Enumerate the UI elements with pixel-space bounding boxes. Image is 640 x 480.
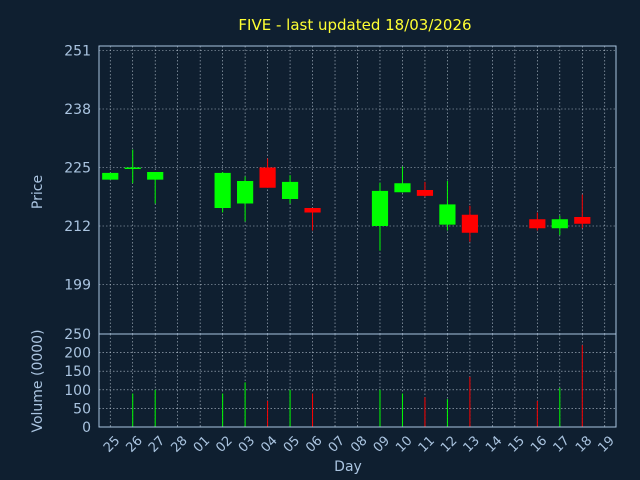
x-tick-label: 02 xyxy=(213,433,235,455)
x-tick-label: 26 xyxy=(123,433,145,455)
volume-axis-ticks: 250 200 150 100 50 0 xyxy=(64,327,91,436)
x-tick-label: 19 xyxy=(596,433,618,455)
x-tick-label: 18 xyxy=(573,433,595,455)
candle-body-26 xyxy=(124,167,141,169)
price-grid xyxy=(99,46,616,334)
volume-tick-label: 50 xyxy=(73,401,91,417)
candle-body-11 xyxy=(416,190,434,196)
volume-panel: 250 200 150 100 50 0 xyxy=(64,327,617,436)
volume-axis-label: Volume (0000) xyxy=(30,329,46,432)
x-tick-label: 04 xyxy=(258,433,280,455)
x-tick-label: 10 xyxy=(393,433,415,455)
x-tick-label: 11 xyxy=(416,433,438,455)
x-tick-label: 03 xyxy=(236,433,258,455)
x-tick-label: 05 xyxy=(281,433,303,455)
price-tick-label: 238 xyxy=(64,102,91,118)
candle-body-03 xyxy=(237,181,254,204)
x-tick-label: 09 xyxy=(371,433,393,455)
candle-body-25 xyxy=(102,172,119,180)
x-tick-label: 25 xyxy=(101,433,123,455)
candle-body-27 xyxy=(147,172,164,180)
x-tick-label: 08 xyxy=(348,433,370,455)
candle-body-16 xyxy=(529,219,546,229)
candle-body-10 xyxy=(394,183,411,193)
x-tick-label: 13 xyxy=(461,433,483,455)
x-axis-label: Day xyxy=(334,459,362,475)
volume-tick-label: 0 xyxy=(82,420,91,436)
x-tick-label: 12 xyxy=(438,433,460,455)
candle-body-09 xyxy=(371,190,389,226)
candle-body-06 xyxy=(304,208,321,213)
volume-bars-group xyxy=(132,345,583,427)
volume-tick-label: 200 xyxy=(64,346,91,362)
volume-tick-label: 150 xyxy=(64,364,91,380)
chart-title: FIVE - last updated 18/03/2026 xyxy=(238,16,471,34)
price-tick-label: 251 xyxy=(64,44,91,60)
volume-grid xyxy=(99,334,616,427)
price-tick-label: 212 xyxy=(64,219,91,235)
candle-body-13 xyxy=(461,214,478,233)
volume-tick-label: 250 xyxy=(64,327,91,343)
candle-body-17 xyxy=(551,219,568,229)
volume-panel-frame xyxy=(98,333,617,428)
x-tick-label: 01 xyxy=(191,433,213,455)
price-axis-ticks: 251 238 225 212 199 xyxy=(64,44,91,294)
x-tick-label: 06 xyxy=(303,433,325,455)
candle-body-12 xyxy=(439,204,456,225)
x-tick-label: 15 xyxy=(506,433,528,455)
price-panel: 251 238 225 212 199 xyxy=(64,44,617,335)
volume-tick-label: 100 xyxy=(64,383,91,399)
x-tick-label: 17 xyxy=(551,433,573,455)
price-tick-label: 225 xyxy=(64,161,91,177)
price-tick-label: 199 xyxy=(64,278,91,294)
candle-body-18 xyxy=(574,217,591,224)
x-tick-label: 27 xyxy=(146,433,168,455)
candles-group xyxy=(102,149,591,251)
x-tick-label: 28 xyxy=(168,433,190,455)
candle-body-04 xyxy=(259,167,276,188)
x-tick-label: 07 xyxy=(326,433,348,455)
x-tick-label: 14 xyxy=(483,433,505,455)
candle-body-02 xyxy=(214,172,231,208)
candle-body-05 xyxy=(281,181,299,199)
price-axis-label: Price xyxy=(30,175,46,209)
x-axis-ticks: 25 26 27 28 01 02 03 04 05 06 07 08 09 10 11 12 13 14 15 16… xyxy=(101,433,618,455)
x-tick-label: 16 xyxy=(528,433,550,455)
